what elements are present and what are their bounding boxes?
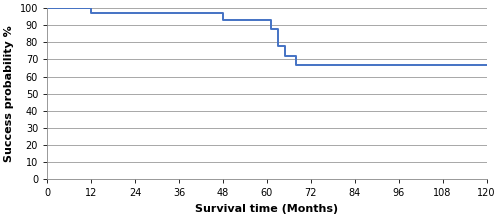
Y-axis label: Success probability %: Success probability % xyxy=(4,25,14,162)
X-axis label: Survival time (Months): Survival time (Months) xyxy=(196,204,338,214)
